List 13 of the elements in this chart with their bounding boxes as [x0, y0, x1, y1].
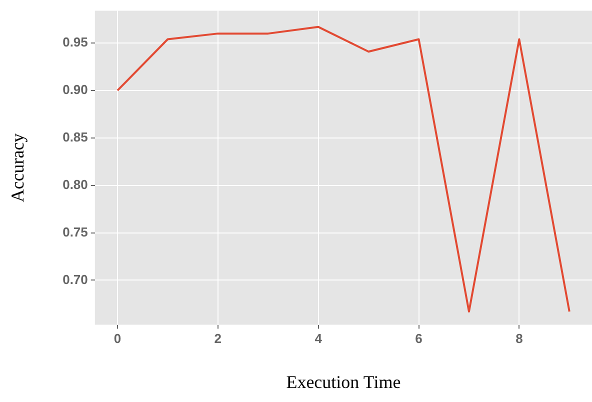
x-axis-title: Execution Time [286, 372, 401, 392]
x-tick-label: 4 [314, 331, 323, 346]
y-tick-label: 0.90 [62, 82, 88, 98]
y-axis-title: Accuracy [8, 133, 28, 202]
x-tick-label: 8 [516, 331, 523, 346]
x-tick-label: 2 [214, 331, 222, 346]
y-tick-label: 0.70 [62, 272, 88, 287]
y-tick-label: 0.85 [62, 129, 88, 144]
x-tick-label: 0 [114, 331, 122, 346]
y-tick-label: 0.95 [62, 34, 88, 50]
y-tick-label: 0.75 [62, 224, 88, 240]
x-tick-label: 6 [415, 331, 422, 346]
y-tick-label: 0.80 [62, 176, 88, 192]
